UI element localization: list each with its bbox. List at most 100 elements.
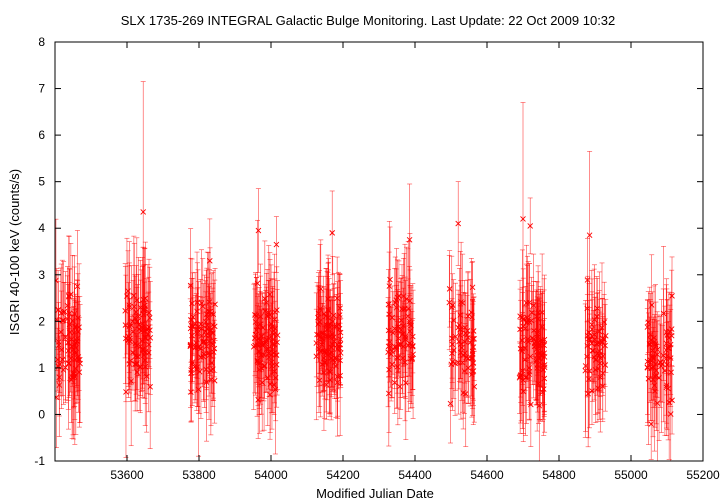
data-point (541, 278, 547, 413)
data-point (126, 241, 133, 373)
data-point (197, 312, 204, 385)
y-tick-label: 7 (38, 82, 45, 96)
x-tick-label: 55000 (614, 468, 648, 482)
data-point (132, 275, 138, 412)
data-point (332, 323, 338, 393)
plot-frame (54, 41, 704, 462)
data-point (459, 294, 465, 401)
y-tick-label: 8 (38, 35, 45, 49)
data-point (589, 357, 595, 425)
data-point (528, 276, 535, 365)
data-point (449, 273, 456, 337)
data-point (188, 361, 194, 423)
data-point (199, 258, 206, 355)
data-point (407, 269, 413, 393)
data-point-high (206, 218, 213, 304)
data-point (323, 324, 329, 382)
data-point (393, 285, 400, 409)
x-tick-label: 54200 (326, 468, 360, 482)
data-point (591, 264, 598, 376)
data-point (66, 235, 72, 357)
data-point (652, 284, 659, 405)
data-point (268, 264, 274, 384)
data-point (262, 290, 269, 393)
data-point (187, 298, 194, 395)
data-point (335, 304, 342, 390)
data-point (460, 356, 466, 430)
data-point (527, 307, 534, 406)
x-tick-label: 53600 (110, 468, 144, 482)
data-point (469, 299, 476, 416)
data-point (188, 278, 195, 373)
x-axis-label: Modified Julian Date (316, 486, 434, 501)
data-point (265, 280, 272, 353)
data-point (584, 238, 591, 322)
data-point (337, 273, 343, 343)
data-point (123, 326, 129, 458)
x-tick-label: 54000 (254, 468, 288, 482)
data-point (329, 296, 336, 392)
data-point (386, 221, 393, 352)
x-tick-label: 54800 (542, 468, 576, 482)
data-point (134, 284, 141, 359)
data-point (456, 293, 462, 390)
data-point (210, 270, 217, 359)
data-point (131, 235, 137, 356)
data-point (122, 263, 129, 359)
data-point (55, 218, 59, 343)
data-point (274, 280, 281, 391)
data-point (409, 310, 415, 408)
data-point (56, 317, 63, 437)
data-point (254, 219, 261, 347)
data-point (596, 290, 603, 420)
y-axis: -1 0 1 2 3 4 5 6 7 8 (34, 35, 703, 468)
data-point (269, 302, 275, 430)
data-point (653, 316, 660, 425)
data-point (258, 300, 265, 373)
chart-title: SLX 1735-269 INTEGRAL Galactic Bulge Mon… (121, 13, 616, 28)
data-point (71, 298, 77, 408)
data-point (403, 325, 409, 440)
data-point-high (455, 181, 462, 266)
data-point (255, 302, 262, 388)
data-point (589, 299, 596, 402)
data-point (400, 287, 407, 364)
data-point (323, 350, 330, 420)
data-point (645, 291, 652, 354)
data-point (663, 334, 670, 436)
y-tick-label: 5 (38, 175, 45, 189)
data-point (584, 321, 590, 392)
data-point (599, 298, 606, 387)
y-tick-label: 1 (38, 361, 45, 375)
plot-area (55, 81, 675, 461)
data-point (391, 351, 398, 414)
data-point (55, 270, 61, 351)
data-point (533, 308, 539, 391)
x-tick-label: 53800 (182, 468, 216, 482)
data-point (326, 278, 333, 396)
data-point (525, 261, 532, 379)
data-point (448, 321, 455, 408)
y-tick-label: 6 (38, 128, 45, 142)
data-point (396, 260, 402, 332)
data-point (325, 258, 332, 364)
data-point (451, 301, 457, 399)
y-tick-label: 0 (38, 407, 45, 421)
data-point-high (329, 190, 336, 276)
data-point (446, 250, 453, 328)
data-point (524, 255, 531, 380)
data-point (535, 271, 542, 354)
data-point (446, 255, 453, 351)
data-point (448, 255, 455, 359)
data-point (469, 260, 476, 314)
data-point (462, 292, 469, 375)
data-point (255, 315, 261, 407)
data-point (669, 256, 675, 336)
data-point (647, 332, 654, 394)
data-point (139, 266, 146, 389)
data-point (65, 298, 72, 430)
data-point (264, 269, 270, 363)
y-tick-label: 2 (38, 314, 45, 328)
data-point (590, 310, 597, 392)
